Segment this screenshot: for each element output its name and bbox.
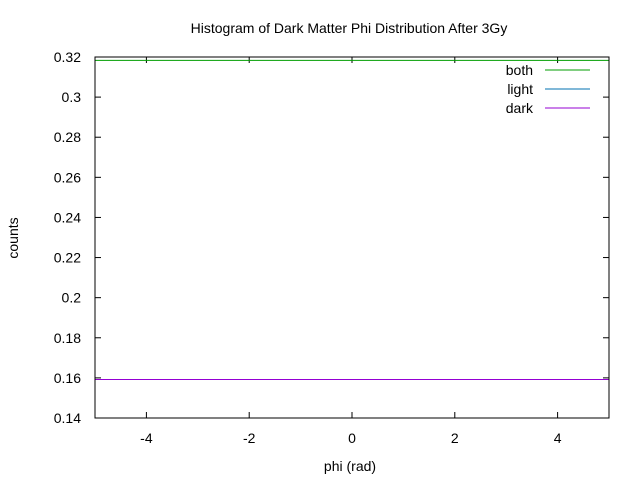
y-tick-label: 0.26 bbox=[54, 169, 81, 185]
axis-ticks: 0.14 0.16 0.18 0.2 0.22 0.24 0.26 0.28 0.3 0.32 -4… bbox=[54, 49, 609, 446]
series-lines bbox=[95, 59, 609, 380]
y-tick-label: 0.16 bbox=[54, 370, 81, 386]
x-tick-label: -2 bbox=[243, 430, 256, 446]
y-tick-label: 0.3 bbox=[62, 89, 82, 105]
y-tick-label: 0.2 bbox=[62, 290, 82, 306]
plot-frame bbox=[94, 56, 610, 419]
legend-label-dark: dark bbox=[506, 100, 534, 116]
y-tick-label: 0.32 bbox=[54, 49, 81, 65]
x-tick-label: 2 bbox=[451, 430, 459, 446]
y-axis-label: counts bbox=[5, 217, 21, 258]
x-tick-label: 0 bbox=[348, 430, 356, 446]
legend-label-both: both bbox=[506, 62, 533, 78]
x-axis-label: phi (rad) bbox=[324, 458, 376, 474]
y-tick-label: 0.22 bbox=[54, 250, 81, 266]
legend: both light dark bbox=[506, 62, 590, 116]
chart-title: Histogram of Dark Matter Phi Distributio… bbox=[191, 20, 508, 36]
y-tick-label: 0.18 bbox=[54, 330, 81, 346]
y-tick-label: 0.24 bbox=[54, 209, 81, 225]
x-tick-label: -4 bbox=[140, 430, 153, 446]
y-tick-label: 0.28 bbox=[54, 129, 81, 145]
legend-label-light: light bbox=[507, 81, 533, 97]
y-tick-label: 0.14 bbox=[54, 410, 81, 426]
x-tick-label: 4 bbox=[554, 430, 562, 446]
